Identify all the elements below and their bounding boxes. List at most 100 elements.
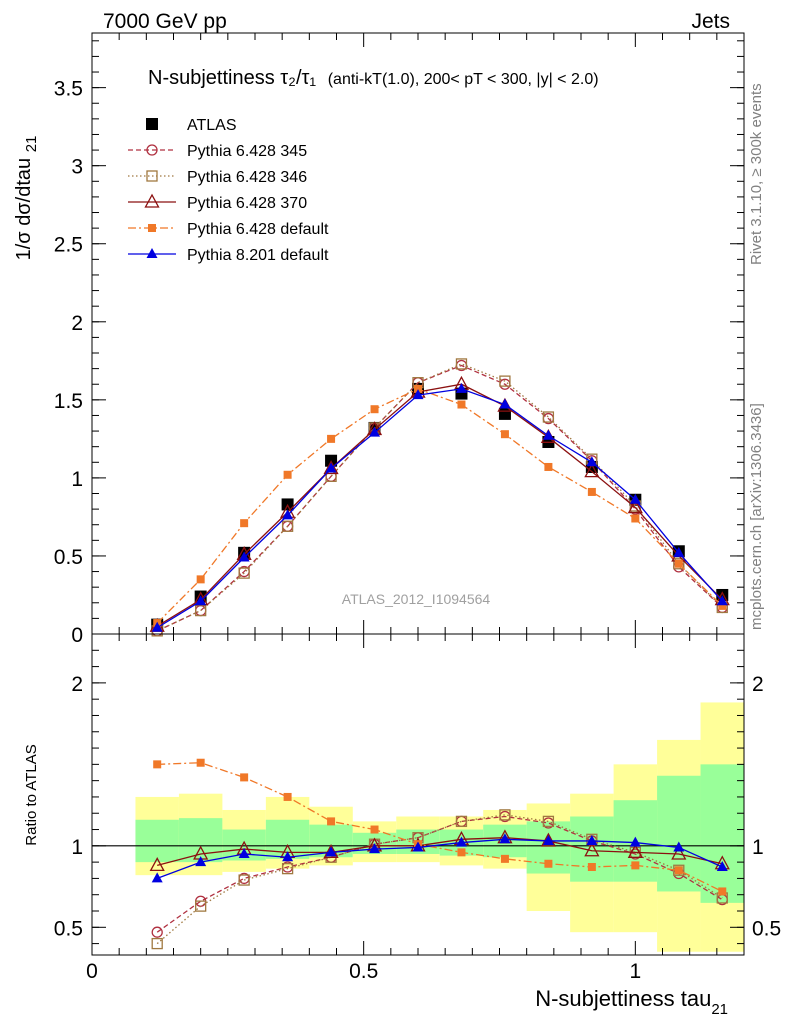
data-point-p346 bbox=[238, 567, 250, 579]
ratio-point-p8def bbox=[412, 841, 424, 852]
data-point-p370 bbox=[584, 463, 600, 478]
legend-item-p8def: Pythia 8.201 default bbox=[128, 247, 329, 264]
y-tick-label: 2 bbox=[71, 673, 83, 696]
series-p8def bbox=[151, 382, 728, 632]
data-point-p6def bbox=[718, 601, 727, 610]
y-tick-label: 1 bbox=[71, 836, 83, 859]
chart-title-detail: (anti-kT(1.0), 200< pT < 300, |y| < 2.0) bbox=[328, 71, 599, 88]
ratio-point-p370 bbox=[671, 845, 687, 860]
rivet-side-label: Rivet 3.1.10, ≥ 300k events bbox=[748, 83, 765, 265]
ratio-point-p370 bbox=[584, 842, 600, 857]
legend-marker bbox=[146, 144, 158, 156]
header-right-label: Jets bbox=[691, 10, 730, 33]
main-y-axis-label: 1/σ dσ/dtau 21 bbox=[13, 136, 40, 261]
ratio-point-p6def bbox=[544, 859, 553, 868]
ratio-series-layer bbox=[149, 758, 730, 950]
ratio-point-p8def bbox=[455, 836, 467, 847]
data-point-p346 bbox=[281, 520, 294, 532]
ratio-point-p370 bbox=[540, 832, 556, 847]
ratio-point-p6def bbox=[196, 758, 205, 767]
legend-item-p345: Pythia 6.428 345 bbox=[128, 143, 307, 160]
data-point-p346 bbox=[499, 375, 511, 387]
ratio-point-p346 bbox=[542, 815, 555, 828]
series-line-p8def bbox=[156, 388, 723, 629]
data-point-p8def bbox=[151, 621, 163, 632]
ratio-point-p8def bbox=[282, 851, 294, 862]
y-tick-label: 0 bbox=[71, 624, 83, 647]
y-tick-label: 1 bbox=[71, 468, 83, 491]
data-point-p8def bbox=[325, 462, 337, 473]
ratio-point-p6def bbox=[674, 866, 683, 875]
ratio-point-p346 bbox=[151, 937, 163, 950]
series-line-p6def bbox=[156, 388, 723, 624]
legend-marker bbox=[144, 193, 160, 208]
legend-marker bbox=[146, 170, 158, 182]
data-point-p8def bbox=[499, 398, 511, 409]
data-point-p6def bbox=[674, 559, 683, 568]
legend-label: Pythia 6.428 346 bbox=[187, 169, 307, 186]
data-point-p6def bbox=[370, 405, 379, 414]
legend-label: Pythia 6.428 345 bbox=[187, 143, 307, 160]
ratio-point-p6def bbox=[631, 861, 640, 870]
header-left-label: 7000 GeV pp bbox=[103, 10, 227, 33]
legend-item-p346: Pythia 6.428 346 bbox=[128, 169, 307, 186]
ratio-line-p370 bbox=[157, 837, 723, 867]
legend-item-p370: Pythia 6.428 370 bbox=[128, 193, 307, 212]
ratio-point-p6def bbox=[457, 848, 466, 857]
data-point-p346 bbox=[673, 558, 685, 570]
ratio-y-axis-label: Ratio to ATLAS bbox=[23, 744, 40, 845]
data-point-p6def bbox=[544, 462, 553, 471]
ratio-point-p8def bbox=[673, 841, 685, 852]
data-point-p8def bbox=[716, 595, 728, 606]
y-tick-label: 2.5 bbox=[54, 234, 83, 257]
y-tick-label: 0.5 bbox=[54, 546, 83, 569]
chart-title-main: N-subjettiness τ₂/τ₁ bbox=[148, 67, 316, 89]
data-point-p6def bbox=[240, 519, 249, 528]
main-panel: 0 0.5 1 1.5 2 2.5 3 3.5 bbox=[54, 32, 745, 647]
x-tick-label: 0.5 bbox=[349, 960, 378, 983]
ratio-point-p8def bbox=[716, 861, 728, 872]
data-point-p346 bbox=[195, 604, 207, 617]
data-point-p8def bbox=[412, 389, 424, 400]
mcplots-side-label: mcplots.cern.ch [arXiv:1306.3436] bbox=[748, 403, 765, 630]
ratio-line-p8def bbox=[156, 838, 723, 880]
ratio-point-p346 bbox=[499, 809, 511, 821]
y-tick-label: 0.5 bbox=[54, 917, 83, 940]
ratio-point-p8def bbox=[542, 834, 554, 845]
ratio-point-p8def bbox=[369, 843, 381, 854]
data-point-p8def bbox=[238, 551, 250, 562]
y-tick-label-right: 2 bbox=[752, 673, 764, 696]
band-green bbox=[178, 818, 223, 863]
data-point-p6def bbox=[587, 487, 596, 496]
ratio-point-p8def bbox=[629, 836, 641, 847]
ratio-point-p6def bbox=[718, 887, 727, 896]
ratio-point-p6def bbox=[153, 760, 162, 769]
ratio-point-p8def bbox=[151, 872, 163, 883]
legend-label: ATLAS bbox=[187, 117, 237, 134]
ratio-point-p346 bbox=[238, 874, 250, 886]
ratio-point-p370 bbox=[323, 843, 339, 858]
data-point-p6def bbox=[414, 384, 422, 393]
legend-label: Pythia 6.428 370 bbox=[187, 195, 307, 212]
analysis-watermark: ATLAS_2012_I1094564 bbox=[342, 591, 491, 607]
data-point-p8def bbox=[282, 509, 294, 520]
data-point-p370 bbox=[323, 460, 339, 475]
data-point-p8def bbox=[542, 429, 554, 440]
legend-label: Pythia 6.428 default bbox=[187, 221, 329, 238]
y-tick-label: 1.5 bbox=[54, 390, 83, 413]
data-point-p8def bbox=[673, 546, 685, 557]
band-green bbox=[700, 764, 744, 903]
data-point-p370 bbox=[627, 499, 643, 514]
data-point-p346 bbox=[542, 411, 555, 423]
series-line-p346 bbox=[156, 363, 723, 632]
y-tick-label: 3.5 bbox=[54, 78, 83, 101]
series-line-p370 bbox=[156, 383, 723, 627]
ratio-point-p8def bbox=[325, 846, 337, 857]
legend-marker bbox=[148, 224, 156, 232]
legend: ATLAS Pythia 6.428 345 Pythia 6.428 346 Pyt… bbox=[128, 117, 329, 264]
y-tick-label: 3 bbox=[71, 156, 83, 179]
legend-marker bbox=[146, 118, 158, 130]
band-green bbox=[135, 819, 179, 863]
ratio-uncertainty-bands bbox=[135, 702, 744, 952]
